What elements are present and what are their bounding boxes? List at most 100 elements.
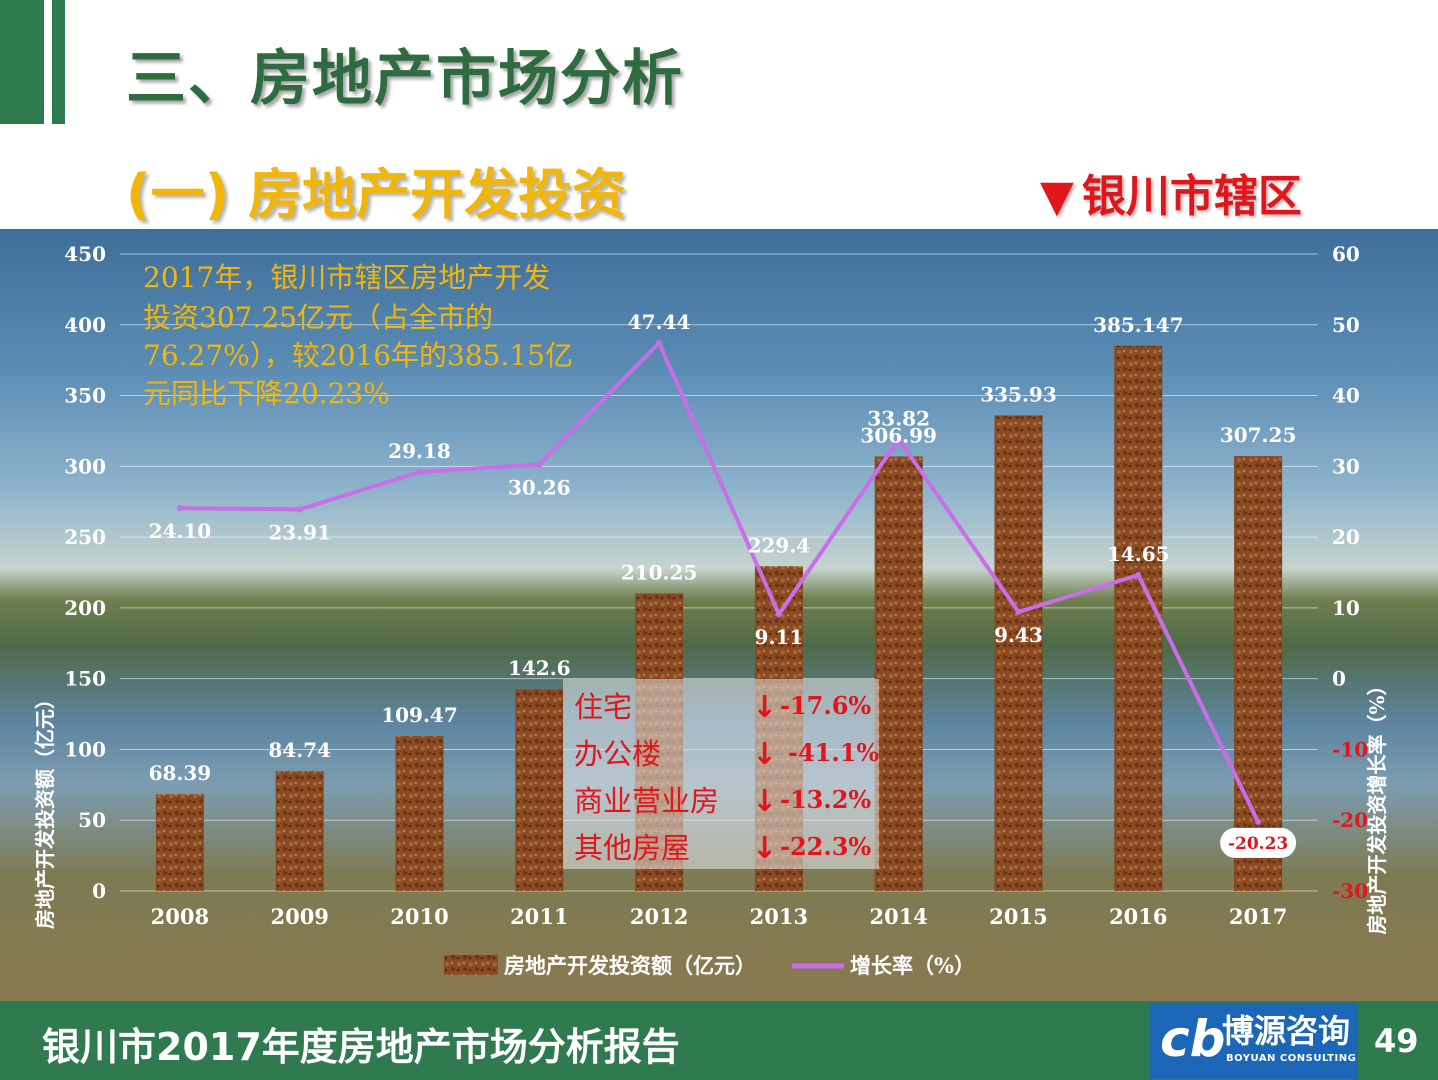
breakdown-value: -22.3% (780, 832, 871, 861)
line-series (176, 339, 1262, 825)
annotation-line-4: 元同比下降20.23% (143, 377, 390, 410)
breakdown-label: 办公楼 (574, 737, 661, 771)
line-point (296, 506, 303, 513)
line-point (176, 505, 183, 512)
bar-value-label: 210.25 (621, 560, 698, 584)
line-point (416, 469, 423, 476)
triangle-down-icon: ▼ (1040, 171, 1074, 222)
annotation-line-1: 2017年，银川市辖区房地产开发 (143, 261, 550, 294)
bar (994, 415, 1043, 891)
y2-tick-label: 20 (1332, 525, 1360, 549)
y-tick-label: 250 (64, 525, 106, 549)
down-arrow-icon: ↓ (752, 784, 777, 819)
header-accent-bar-narrow (52, 0, 65, 124)
bar-value-label: 306.99 (860, 423, 937, 447)
y2-tick-label: 30 (1332, 454, 1360, 478)
line-point (536, 461, 543, 468)
logo-name: 博源咨询 (1222, 1012, 1351, 1050)
breakdown-label: 其他房屋 (574, 831, 690, 865)
data-labels: 68.3984.74109.47142.6210.25229.4306.9933… (149, 310, 1297, 858)
y-tick-label: 50 (78, 808, 106, 832)
x-tick-label: 2016 (1109, 904, 1167, 929)
chart-annotation: 2017年，银川市辖区房地产开发 投资307.25亿元（占全市的 76.27%）… (143, 261, 573, 410)
bar-value-label: 142.6 (508, 656, 571, 680)
section-subtitle: (一) 房地产开发投资 (126, 163, 627, 226)
annotation-line-3: 76.27%），较2016年的385.15亿 (143, 339, 573, 372)
y-tick-label: 450 (64, 242, 106, 266)
down-arrow-icon: ↓ (752, 831, 777, 866)
line-value-badge (1220, 827, 1297, 858)
bar (155, 794, 204, 891)
bar-value-label: 84.74 (268, 738, 331, 762)
y-tick-label: 0 (92, 879, 106, 903)
x-tick-label: 2012 (630, 904, 688, 929)
chart-axes: 房地产开发投资额（亿元） 房地产开发投资增长率（%） 0501001502002… (33, 242, 1389, 935)
page-title: 三、房地产市场分析 (126, 44, 684, 114)
y2-axis-label: 房地产开发投资增长率（%） (1365, 675, 1389, 934)
y2-tick-label: 10 (1332, 596, 1360, 620)
header-accent-bar-wide (0, 0, 44, 124)
bar-value-label: 68.39 (149, 761, 212, 785)
logo-mark-icon: cb (1160, 1010, 1226, 1068)
bar (1234, 456, 1283, 891)
line-point (1015, 608, 1022, 615)
bar (515, 689, 564, 891)
line-value-label: 9.43 (994, 623, 1043, 647)
breakdown-value: -17.6% (780, 691, 871, 720)
bar (275, 771, 324, 891)
investment-chart: 68.3984.74109.47142.6210.25229.4306.9933… (33, 242, 1389, 978)
logo-name-en: BOYUAN CONSULTING (1226, 1053, 1357, 1064)
down-arrow-icon: ↓ (752, 690, 777, 725)
growth-rate-line (179, 340, 1260, 823)
y-tick-label: 350 (64, 384, 106, 408)
breakdown-label: 住宅 (574, 690, 632, 724)
y-tick-label: 150 (64, 667, 106, 691)
bar-value-label: 229.4 (748, 533, 811, 557)
y-tick-label: 400 (64, 313, 106, 337)
x-tick-label: 2013 (750, 904, 808, 929)
line-value-label: 47.44 (628, 310, 691, 334)
chart-legend: 房地产开发投资额（亿元） 增长率（%） (444, 953, 975, 978)
line-point (1255, 818, 1262, 825)
x-tick-label: 2010 (390, 904, 448, 929)
legend-label-line: 增长率（%） (850, 953, 975, 978)
line-point (656, 339, 663, 346)
x-tick-label: 2017 (1229, 904, 1287, 929)
breakdown-panel-bg (563, 679, 879, 869)
y2-tick-label: -10 (1332, 737, 1368, 761)
y-tick-label: 100 (64, 737, 106, 761)
annotation-line-2: 投资307.25亿元（占全市的 (143, 301, 493, 334)
x-tick-label: 2015 (989, 904, 1047, 929)
bar-value-label: 109.47 (381, 703, 458, 727)
page-number: 49 (1374, 1022, 1419, 1060)
report-title: 银川市2017年度房地产市场分析报告 (42, 1025, 680, 1069)
y-tick-label: 300 (64, 454, 106, 478)
bar (395, 736, 444, 891)
line-point (1135, 571, 1142, 578)
x-tick-label: 2009 (270, 904, 328, 929)
line-value-label: 33.82 (867, 406, 930, 430)
bar-value-label: 385.147 (1093, 313, 1183, 337)
region-label: ▼ 银川市辖区 (1040, 160, 1302, 224)
bar-value-label: 335.93 (980, 382, 1057, 406)
y2-tick-label: 50 (1332, 313, 1360, 337)
line-value-label: 23.91 (268, 520, 331, 544)
legend-swatch-bar (444, 955, 498, 975)
y2-tick-label: -20 (1332, 808, 1368, 832)
line-point (775, 611, 782, 618)
y-tick-label: 200 (64, 596, 106, 620)
line-point (895, 436, 902, 443)
legend-label-bar: 房地产开发投资额（亿元） (504, 953, 756, 978)
breakdown-value: -13.2% (780, 785, 871, 814)
company-logo: cb 博源咨询 BOYUAN CONSULTING (1150, 1003, 1358, 1079)
bar (874, 456, 923, 891)
x-tick-label: 2008 (151, 904, 209, 929)
breakdown-label: 商业营业房 (574, 784, 719, 818)
breakdown-value: -41.1% (788, 738, 879, 767)
y2-tick-label: -30 (1332, 879, 1368, 903)
line-value-label: 30.26 (508, 475, 571, 499)
x-tick-label: 2014 (869, 904, 927, 929)
y2-tick-label: 40 (1332, 384, 1360, 408)
y2-tick-label: 0 (1332, 667, 1346, 691)
breakdown-panel: 住宅 ↓ -17.6% 办公楼 ↓ -41.1% 商业营业房 ↓ -13.2% … (563, 679, 879, 869)
